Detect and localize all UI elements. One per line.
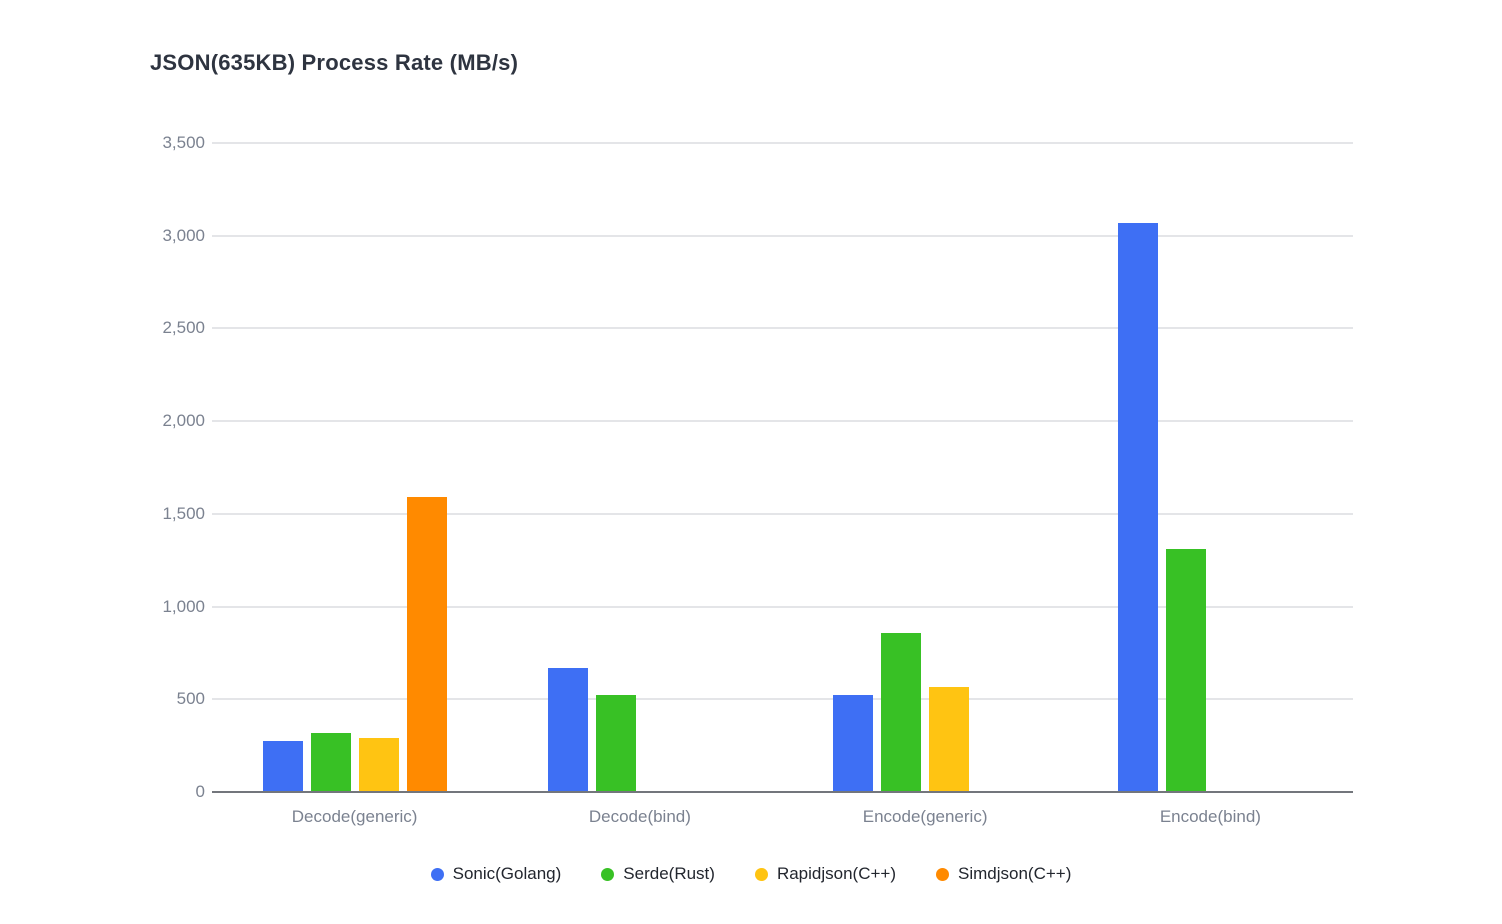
gridline [212,420,1353,423]
legend-swatch-circle-icon [601,867,615,881]
x-axis-category-label: Encode(generic) [862,807,988,826]
y-axis-tick-label: 1,500 [162,503,205,523]
x-axis-baseline [212,791,1353,793]
legend-item: Sonic(Golang) [430,864,562,884]
legend-label: Sonic(Golang) [452,864,562,883]
bar-Encode(generic)-Serde(Rust) [881,633,922,792]
y-axis-tick-label: 2,000 [162,411,205,431]
bar-Decode(bind)-Sonic(Golang) [547,668,588,792]
legend-swatch-circle-icon [936,867,949,881]
bar-Encode(generic)-Rapidjson(C++) [929,687,970,792]
y-axis-tick-label: 1,000 [162,596,205,616]
bar-Decode(generic)-Rapidjson(C++) [358,738,399,792]
bar-Encode(bind)-Serde(Rust) [1166,548,1207,792]
legend-item: Serde(Rust) [601,864,715,884]
y-axis-tick-label: 3,000 [162,225,205,245]
bar-Decode(bind)-Serde(Rust) [595,694,636,792]
gridline [212,327,1353,330]
legend: Sonic(Golang) Serde(Rust) Rapidjson(C++) Si… [0,864,1502,884]
legend-label: Rapidjson(C++) [776,864,896,883]
bar-Decode(generic)-Simdjson(C++) [406,497,447,792]
bar-Encode(generic)-Sonic(Golang) [833,695,874,792]
gridline [212,698,1353,701]
legend-swatch-circle-icon [430,867,444,881]
x-axis-category-label: Decode(bind) [588,807,691,826]
x-axis-category-label: Encode(bind) [1159,807,1261,826]
legend-swatch-circle-icon [754,867,768,881]
legend-item: Simdjson(C++) [936,864,1071,884]
y-axis-tick-label: 500 [176,689,205,709]
x-axis-category-label: Decode(generic) [291,807,418,826]
legend-item: Rapidjson(C++) [754,864,896,884]
gridline [212,142,1353,144]
bar-Decode(generic)-Serde(Rust) [310,733,351,792]
y-axis-tick-label: 3,500 [162,133,205,152]
gridline [212,512,1353,515]
gridline [212,234,1353,237]
bar-Encode(bind)-Sonic(Golang) [1118,223,1159,792]
gridline [212,605,1353,608]
y-axis-tick-label: 0 [195,782,205,801]
bar-Decode(generic)-Sonic(Golang) [262,741,303,792]
y-axis-tick-label: 2,500 [162,318,205,338]
legend-label: Simdjson(C++) [958,864,1072,883]
chart-title: JSON(635KB) Process Rate (MB/s) [150,50,519,75]
legend-label: Serde(Rust) [623,864,715,883]
